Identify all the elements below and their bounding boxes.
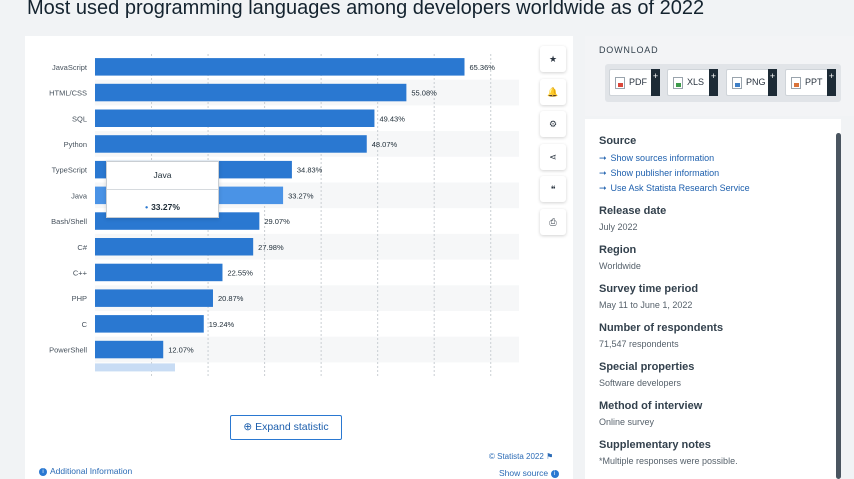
- share-icon[interactable]: ⋖: [540, 143, 566, 170]
- survey-period-heading: Survey time period: [599, 283, 699, 295]
- tooltip-value-row: • 33.27%: [107, 202, 218, 212]
- ppt-file-icon: [791, 77, 801, 89]
- data-label: 22.55%: [227, 268, 253, 277]
- data-label: 33.27%: [288, 191, 314, 200]
- release-date-heading: Release date: [599, 205, 667, 217]
- bar: [95, 135, 367, 153]
- details-panel: Source ➞ Show sources information ➞ Show p…: [585, 119, 841, 479]
- data-label: 55.08%: [411, 89, 437, 98]
- additional-information-link[interactable]: i Additional Information: [39, 466, 132, 476]
- data-label: 48.07%: [372, 140, 398, 149]
- tooltip-divider: [107, 189, 218, 190]
- category-label: Bash/Shell: [51, 217, 87, 226]
- pdf-file-icon: [615, 77, 625, 89]
- data-label: 49.43%: [379, 114, 405, 123]
- category-label: C: [82, 320, 88, 329]
- category-label: HTML/CSS: [49, 89, 87, 98]
- bar-chart: JavaScript 65.36% HTML/CSS 55.08% SQL 49.43% P…: [49, 54, 519, 376]
- bar: [95, 58, 465, 76]
- special-properties-heading: Special properties: [599, 361, 695, 373]
- category-label: C#: [77, 243, 87, 252]
- show-sources-link[interactable]: ➞ Show sources information: [599, 153, 715, 163]
- respondents-value: 71,547 respondents: [599, 339, 679, 349]
- bar: [95, 289, 213, 307]
- survey-period-value: May 11 to June 1, 2022: [599, 300, 693, 310]
- data-label: 12.07%: [168, 346, 194, 355]
- bar: [95, 340, 164, 359]
- download-xls-button[interactable]: XLS +: [667, 69, 718, 96]
- data-label: 19.24%: [209, 320, 235, 329]
- arrow-right-icon: ➞: [599, 168, 607, 178]
- release-date-value: July 2022: [599, 222, 638, 232]
- gear-icon[interactable]: ⚙: [540, 111, 566, 137]
- special-properties-value: Software developers: [599, 378, 682, 388]
- data-label: 65.36%: [470, 63, 496, 72]
- arrow-right-icon: ➞: [599, 183, 607, 193]
- data-label: 27.98%: [258, 243, 284, 252]
- tooltip-title: Java: [153, 170, 172, 180]
- data-label: 34.83%: [297, 166, 323, 175]
- xls-file-icon: [673, 77, 683, 89]
- data-label: 20.87%: [218, 294, 244, 303]
- plus-icon: +: [827, 69, 836, 96]
- plus-icon: +: [768, 69, 777, 96]
- download-title: DOWNLOAD: [599, 45, 659, 55]
- bar: [95, 109, 375, 127]
- print-icon[interactable]: ⎙: [540, 208, 566, 235]
- series-dot-icon: •: [145, 202, 149, 212]
- statista-credit[interactable]: © Statista 2022 ⚑: [489, 452, 554, 461]
- download-ppt-button[interactable]: PPT +: [785, 69, 836, 96]
- category-label: PowerShell: [49, 346, 87, 355]
- flag-icon: ⚑: [546, 452, 554, 461]
- respondents-heading: Number of respondents: [599, 322, 724, 334]
- plus-icon: +: [651, 69, 660, 96]
- star-icon[interactable]: ★: [540, 46, 566, 72]
- region-heading: Region: [599, 244, 637, 256]
- category-label: TypeScript: [52, 166, 88, 175]
- show-publisher-link[interactable]: ➞ Show publisher information: [599, 168, 720, 178]
- download-buttons: PDF + XLS + PNG + PPT +: [605, 64, 841, 102]
- category-label: Java: [71, 191, 88, 200]
- supplementary-notes-value: *Multiple responses were possible.: [599, 456, 738, 466]
- plus-icon: +: [709, 69, 718, 96]
- region-value: Worldwide: [599, 261, 641, 271]
- download-panel: DOWNLOAD PDF + XLS + PNG + PPT +: [585, 36, 854, 116]
- side-toolbar: ★ 🔔 ⚙ ⋖ ❝ ⎙: [540, 46, 568, 241]
- bar-partial: [95, 363, 175, 372]
- download-pdf-button[interactable]: PDF +: [609, 69, 660, 96]
- png-file-icon: [732, 77, 742, 89]
- show-source-link[interactable]: Show source i: [499, 468, 562, 478]
- tooltip-value: 33.27%: [151, 202, 180, 212]
- source-heading: Source: [599, 135, 637, 147]
- interview-method-heading: Method of interview: [599, 400, 703, 412]
- bar: [95, 238, 254, 256]
- download-png-button[interactable]: PNG +: [726, 69, 777, 96]
- details-scrollbar[interactable]: [836, 133, 841, 479]
- category-label: JavaScript: [52, 63, 88, 72]
- bell-icon[interactable]: 🔔: [540, 78, 566, 105]
- data-label: 29.07%: [264, 217, 290, 226]
- category-label: SQL: [72, 114, 87, 123]
- bar: [95, 263, 223, 282]
- category-label: C++: [73, 268, 88, 277]
- category-label: PHP: [72, 294, 87, 303]
- expand-statistic-button[interactable]: ⊕ Expand statistic: [230, 415, 342, 440]
- info-icon: i: [550, 469, 559, 478]
- chart-card: JavaScript 65.36% HTML/CSS 55.08% SQL 49.43% P…: [25, 36, 573, 479]
- ask-statista-link[interactable]: ➞ Use Ask Statista Research Service: [599, 183, 750, 193]
- quote-icon[interactable]: ❝: [540, 176, 566, 202]
- interview-method-value: Online survey: [599, 417, 655, 427]
- expand-icon: ⊕: [243, 421, 256, 433]
- info-icon: i: [39, 467, 47, 476]
- arrow-right-icon: ➞: [599, 153, 607, 163]
- bar: [95, 315, 204, 333]
- chart-tooltip: Java • 33.27%: [106, 161, 219, 218]
- category-label: Python: [64, 140, 87, 149]
- supplementary-notes-heading: Supplementary notes: [599, 439, 711, 451]
- bar: [95, 83, 407, 102]
- page-title: Most used programming languages among de…: [27, 0, 705, 19]
- row-band: [95, 336, 519, 363]
